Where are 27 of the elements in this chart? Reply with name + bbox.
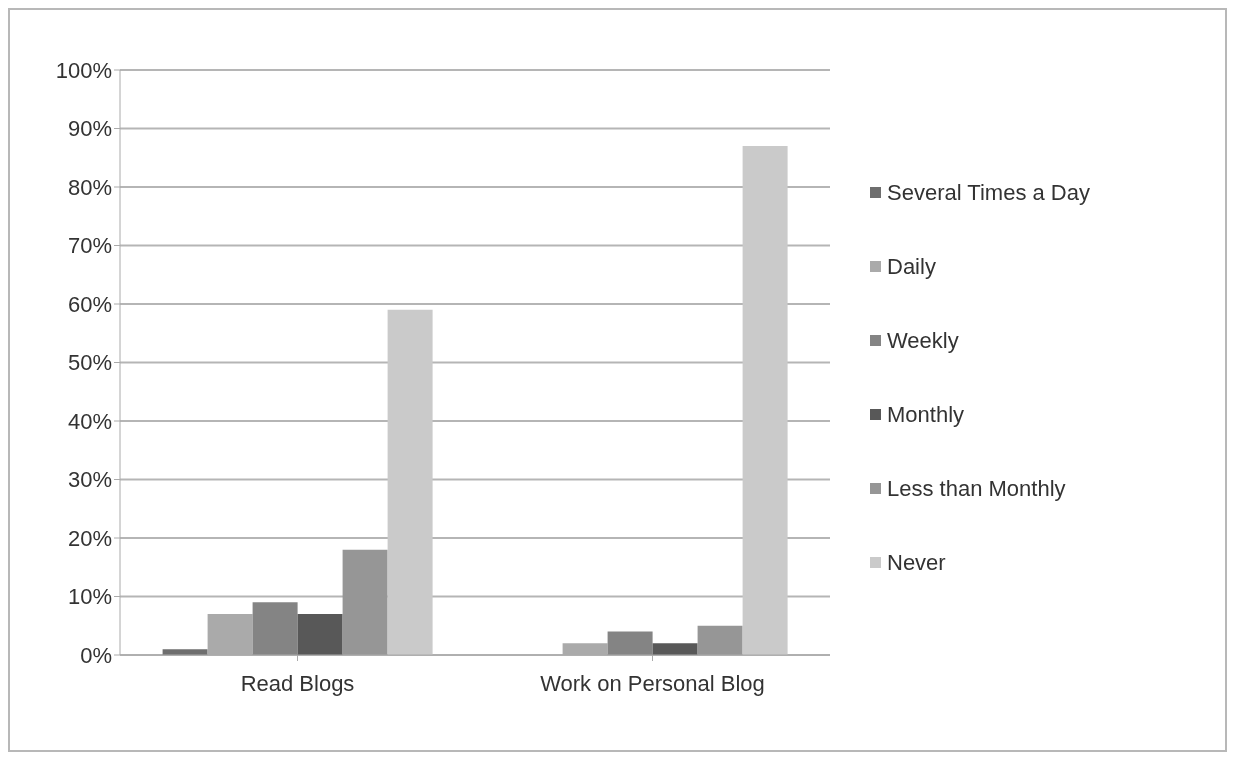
y-tick-label: 90% bbox=[67, 116, 112, 142]
legend-label: Weekly bbox=[887, 327, 959, 354]
bar bbox=[607, 631, 653, 655]
y-tick-label: 40% bbox=[67, 408, 112, 434]
y-tick-label: 30% bbox=[67, 467, 112, 493]
legend-label: Less than Monthly bbox=[887, 475, 1066, 502]
x-tick-label: Work on Personal Blog bbox=[540, 670, 765, 696]
y-tick-label: 70% bbox=[67, 233, 112, 259]
y-tick-label: 0% bbox=[80, 642, 112, 668]
legend-label: Monthly bbox=[887, 401, 965, 428]
bar bbox=[742, 146, 788, 655]
bar bbox=[387, 309, 433, 655]
legend-label: Never bbox=[887, 549, 946, 576]
bar bbox=[697, 625, 743, 655]
legend-label: Several Times a Day bbox=[887, 179, 1090, 206]
x-tick-label: Read Blogs bbox=[240, 670, 355, 696]
legend-label: Daily bbox=[887, 253, 936, 280]
y-tick-label: 10% bbox=[67, 584, 112, 610]
bar bbox=[342, 549, 388, 655]
y-tick-label: 80% bbox=[67, 174, 112, 200]
bar bbox=[297, 614, 343, 655]
y-tick-label: 100% bbox=[55, 57, 112, 83]
bar bbox=[652, 643, 698, 655]
y-tick-label: 60% bbox=[67, 291, 112, 317]
bar bbox=[252, 602, 298, 655]
y-tick-label: 50% bbox=[67, 350, 112, 376]
y-tick-label: 20% bbox=[67, 525, 112, 551]
